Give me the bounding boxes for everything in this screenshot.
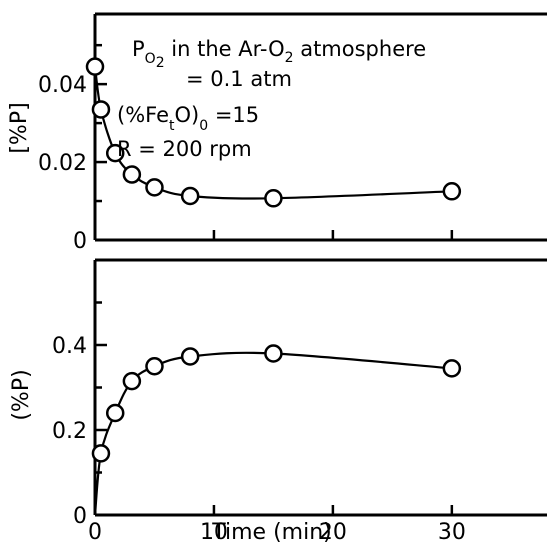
x-tick-label: 0	[88, 520, 102, 543]
annotation-line-1: PO2 in the Ar-O2 atmosphere	[132, 37, 426, 71]
data-point	[180, 186, 200, 206]
top-annotation: PO2 in the Ar-O2 atmosphere = 0.1 atm (%…	[117, 37, 426, 161]
x-tick-label: 30	[438, 520, 466, 543]
top-x-ticks	[93, 230, 454, 240]
data-point	[85, 57, 105, 76]
y-tick-label: 0.04	[38, 73, 87, 98]
data-point	[145, 357, 164, 376]
data-point	[91, 444, 111, 463]
data-point	[442, 182, 462, 201]
y-tick-label: 0.2	[52, 419, 87, 444]
top-series-points	[85, 57, 462, 208]
annotation-line-2: = 0.1 atm	[186, 67, 292, 91]
bottom-y-axis-title: (%P)	[9, 369, 34, 420]
x-tick-label: 20	[319, 520, 347, 543]
bottom-series-points	[91, 344, 462, 463]
y-tick-label: 0	[73, 504, 87, 529]
bottom-x-ticks: 0 10 20 30	[88, 505, 466, 543]
data-point	[264, 344, 283, 363]
bottom-y-ticks: 0 0.2 0.4	[52, 301, 107, 529]
data-point	[122, 165, 142, 184]
data-point	[105, 403, 125, 423]
data-point	[91, 100, 111, 119]
annotation-line-3: (%FetO)0 =15	[117, 103, 259, 134]
annotation-line-4: R = 200 rpm	[117, 137, 252, 161]
data-point	[122, 371, 142, 391]
bottom-series-line	[93, 351, 452, 516]
top-panel: 0 0.02 0.04 [%P] PO2 in the Ar-O2 atmosphe…	[7, 12, 547, 254]
top-y-axis-title: [%P]	[7, 102, 32, 153]
y-tick-label: 0.4	[52, 334, 87, 359]
y-tick-label: 0.02	[38, 151, 87, 176]
y-tick-label: 0	[73, 229, 87, 254]
top-y-ticks: 0 0.02 0.04	[38, 43, 107, 254]
x-axis-title: Time (min)	[211, 520, 332, 543]
bottom-panel: 0 0.2 0.4 0 10 20 30 (%P) Time (min)	[9, 258, 547, 543]
data-point	[264, 189, 283, 208]
data-point	[442, 359, 462, 378]
data-point	[145, 178, 164, 197]
x-tick-label: 10	[200, 520, 228, 543]
data-point	[180, 347, 200, 366]
data-point	[105, 143, 125, 163]
